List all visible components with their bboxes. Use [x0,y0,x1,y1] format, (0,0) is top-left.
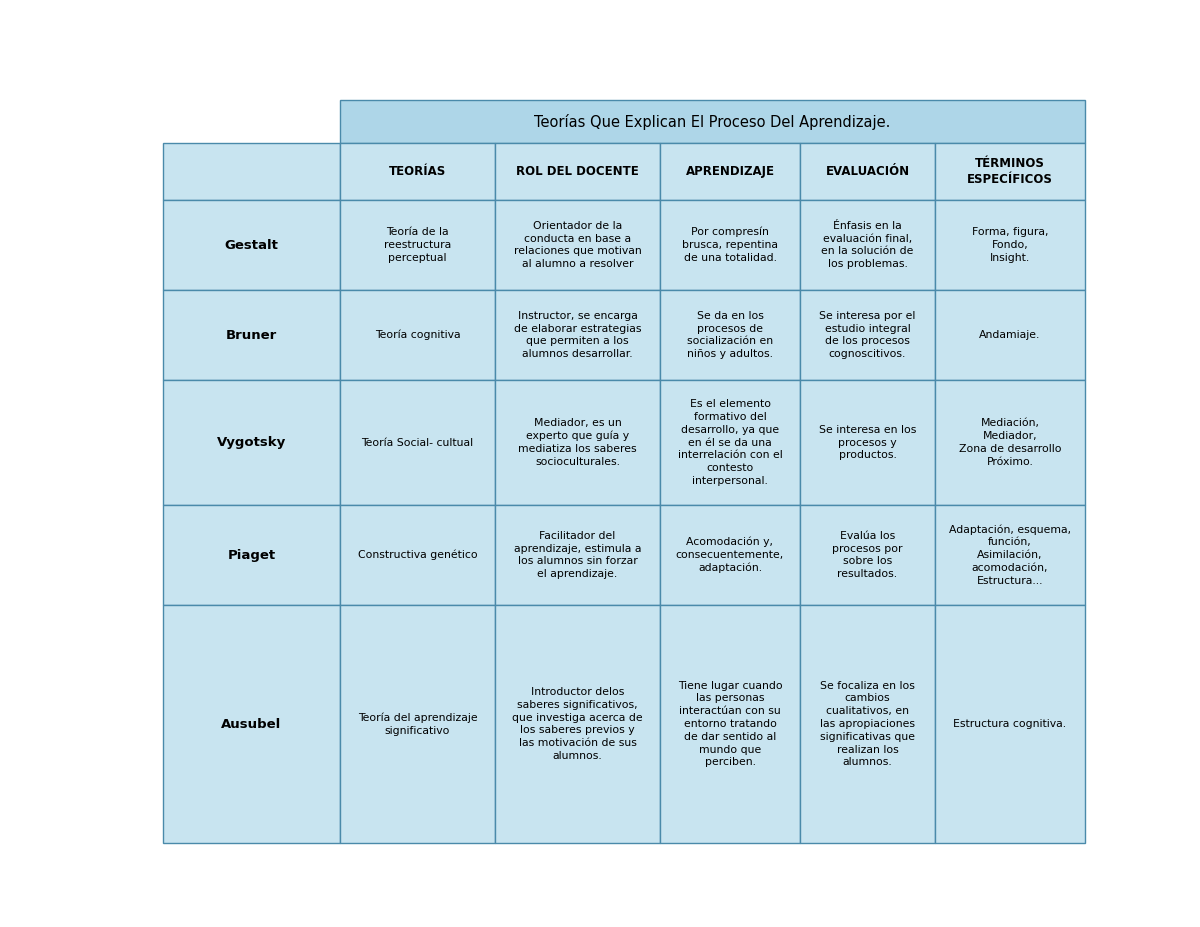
Text: Teoría del aprendizaje
significativo: Teoría del aprendizaje significativo [358,712,478,736]
Text: ROL DEL DOCENTE: ROL DEL DOCENTE [516,165,638,178]
Text: TEORÍAS: TEORÍAS [389,165,446,178]
Bar [935,200,1085,290]
Text: Teoría de la
reestructura
perceptual: Teoría de la reestructura perceptual [384,227,451,262]
Bar [496,290,660,380]
Text: Se da en los
procesos de
socialización en
niños y adultos.: Se da en los procesos de socialización e… [686,311,773,359]
Text: Constructiva genético: Constructiva genético [358,550,478,560]
Text: Andamiaje.: Andamiaje. [979,330,1040,340]
Text: Instructor, se encarga
de elaborar estrategias
que permiten a los
alumnos desarr: Instructor, se encarga de elaborar estra… [514,311,641,359]
Bar [163,605,340,843]
Bar [340,380,496,505]
Text: Mediador, es un
experto que guía y
mediatiza los saberes
socioculturales.: Mediador, es un experto que guía y media… [518,418,637,467]
Text: Se focaliza en los
cambios
cualitativos, en
las apropiaciones
significativas que: Se focaliza en los cambios cualitativos,… [820,680,916,768]
Bar [340,505,496,605]
Bar [163,505,340,605]
Bar [496,605,660,843]
Bar [800,605,935,843]
Text: Por compresín
brusca, repentina
de una totalidad.: Por compresín brusca, repentina de una t… [682,227,778,263]
Bar [340,605,496,843]
Bar [496,380,660,505]
Bar [660,290,800,380]
Text: Bruner: Bruner [226,328,277,341]
Text: Mediación,
Mediador,
Zona de desarrollo
Próximo.: Mediación, Mediador, Zona de desarrollo … [959,418,1061,466]
Bar [660,200,800,290]
Bar [660,143,800,200]
Text: Acomodación y,
consecuentemente,
adaptación.: Acomodación y, consecuentemente, adaptac… [676,537,784,574]
Bar [340,290,496,380]
Bar [340,100,1085,143]
Bar [935,505,1085,605]
Text: Forma, figura,
Fondo,
Insight.: Forma, figura, Fondo, Insight. [972,227,1049,262]
Bar [935,143,1085,200]
Text: Gestalt: Gestalt [224,238,278,251]
Text: Estructura cognitiva.: Estructura cognitiva. [954,719,1067,729]
Bar [935,605,1085,843]
Bar [163,100,340,143]
Text: Piaget: Piaget [228,549,276,562]
Bar [163,200,340,290]
Bar [660,380,800,505]
Bar [163,380,340,505]
Text: Énfasis en la
evaluación final,
en la solución de
los problemas.: Énfasis en la evaluación final, en la so… [821,221,913,269]
Bar [800,505,935,605]
Bar [800,200,935,290]
Bar [163,143,340,200]
Text: Introductor delos
saberes significativos,
que investiga acerca de
los saberes pr: Introductor delos saberes significativos… [512,687,643,761]
Text: Ausubel: Ausubel [221,717,282,730]
Text: Teorías Que Explican El Proceso Del Aprendizaje.: Teorías Que Explican El Proceso Del Apre… [534,113,890,130]
Bar [660,505,800,605]
Text: Se interesa por el
estudio integral
de los procesos
cognoscitivos.: Se interesa por el estudio integral de l… [820,311,916,359]
Bar [163,290,340,380]
Text: Facilitador del
aprendizaje, estimula a
los alumnos sin forzar
el aprendizaje.: Facilitador del aprendizaje, estimula a … [514,531,641,579]
Text: Evalúa los
procesos por
sobre los
resultados.: Evalúa los procesos por sobre los result… [833,531,902,579]
Text: Es el elemento
formativo del
desarrollo, ya que
en él se da una
interrelación co: Es el elemento formativo del desarrollo,… [678,400,782,486]
Bar [496,143,660,200]
Bar [496,505,660,605]
Bar [935,380,1085,505]
Text: TÉRMINOS
ESPECÍFICOS: TÉRMINOS ESPECÍFICOS [967,157,1052,186]
Text: Teoría cognitiva: Teoría cognitiva [374,330,461,340]
Bar [800,143,935,200]
Bar [800,380,935,505]
Text: Adaptación, esquema,
función,
Asimilación,
acomodación,
Estructura...: Adaptación, esquema, función, Asimilació… [949,524,1072,586]
Bar [340,143,496,200]
Bar [340,200,496,290]
Bar [660,605,800,843]
Text: EVALUACIÓN: EVALUACIÓN [826,165,910,178]
Bar [496,200,660,290]
Text: Vygotsky: Vygotsky [217,436,286,449]
Text: Teoría Social- cultual: Teoría Social- cultual [361,438,474,448]
Text: Se interesa en los
procesos y
productos.: Se interesa en los procesos y productos. [818,425,916,461]
Bar [935,290,1085,380]
Bar [800,290,935,380]
Text: Tiene lugar cuando
las personas
interactúan con su
entorno tratando
de dar senti: Tiene lugar cuando las personas interact… [678,680,782,768]
Text: APRENDIZAJE: APRENDIZAJE [685,165,774,178]
Text: Orientador de la
conducta en base a
relaciones que motivan
al alumno a resolver: Orientador de la conducta en base a rela… [514,221,641,269]
